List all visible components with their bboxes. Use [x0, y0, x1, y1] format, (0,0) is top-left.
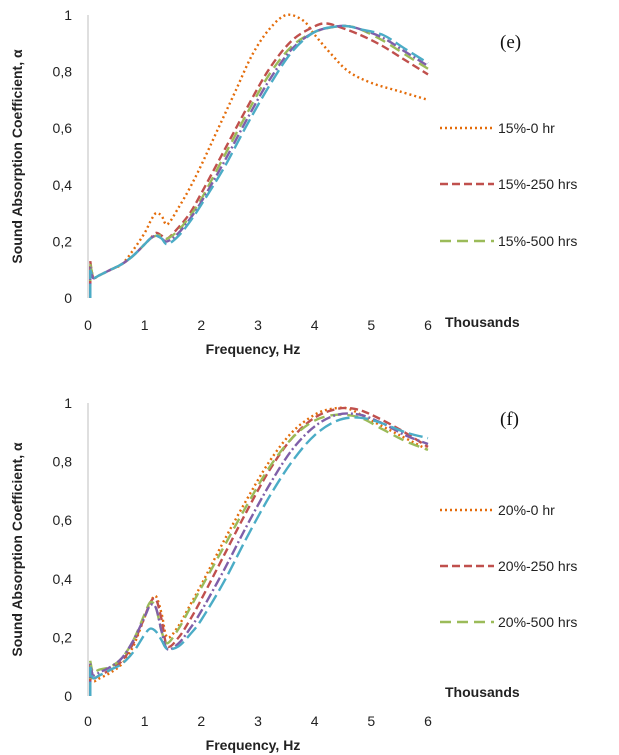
y-axis-title: Sound Absorption Coefficient, α	[9, 442, 25, 657]
x-tick-label: 1	[141, 713, 149, 729]
x-tick-label: 2	[197, 713, 205, 729]
series-line-15-0-hr	[89, 13, 429, 298]
series-line-20-500-hrs	[89, 413, 429, 696]
x-axis-title: Frequency, Hz	[206, 737, 301, 753]
series-line-20-0-hr	[89, 406, 429, 696]
legend-label: 15%-250 hrs	[498, 176, 577, 192]
y-tick-label: 0,4	[53, 177, 73, 193]
y-axis-title: Sound Absorption Coefficient, α	[9, 49, 25, 264]
x-tick-label: 4	[311, 317, 319, 333]
x-tick-label: 3	[254, 317, 262, 333]
x-tick-label: 6	[424, 317, 432, 333]
x-tick-label: 0	[84, 713, 92, 729]
y-tick-label: 0,4	[53, 571, 73, 587]
chart-panel-f: 0 0,2 0,4 0,6 0,8 1 0 1 2 3 4 5 6 Thousands Frequency,…	[9, 395, 577, 753]
chart-panel-e: 0 0,2 0,4 0,6 0,8 1 0 1 2 3 4 5 6 Thousands Frequency,…	[9, 7, 577, 357]
y-tick-label: 0,2	[53, 233, 73, 249]
x-tick-label: 1	[141, 317, 149, 333]
legend-label: 20%-500 hrs	[498, 614, 577, 630]
x-tick-label: 5	[367, 317, 375, 333]
series-line-20-250-hrs	[89, 406, 429, 696]
y-tick-label: 1	[64, 395, 72, 411]
x-tick-label: 5	[367, 713, 375, 729]
series-line-unlabeled-4	[89, 416, 429, 696]
legend-label: 15%-500 hrs	[498, 233, 577, 249]
y-tick-label: 0,6	[53, 120, 73, 136]
series-line-unlabeled-3	[89, 412, 429, 696]
y-tick-label: 1	[64, 7, 72, 23]
series-line-unlabeled-3	[89, 24, 429, 298]
series-line-15-250-hrs	[89, 22, 429, 298]
y-tick-label: 0,8	[53, 454, 73, 470]
legend-label: 20%-250 hrs	[498, 558, 577, 574]
series-line-unlabeled-4	[89, 24, 429, 298]
y-tick-label: 0,8	[53, 64, 73, 80]
x-tick-label: 0	[84, 317, 92, 333]
x-axis-title: Frequency, Hz	[206, 341, 301, 357]
x-units-label: Thousands	[445, 684, 520, 700]
x-tick-label: 6	[424, 713, 432, 729]
x-units-label: Thousands	[445, 314, 520, 330]
x-tick-label: 2	[197, 317, 205, 333]
y-tick-label: 0,2	[53, 629, 73, 645]
y-tick-label: 0	[64, 290, 72, 306]
series-line-15-500-hrs	[89, 24, 429, 298]
panel-label: (f)	[500, 409, 519, 430]
y-tick-label: 0	[64, 688, 72, 704]
panel-label: (e)	[500, 32, 521, 53]
legend-label: 20%-0 hr	[498, 502, 555, 518]
legend-label: 15%-0 hr	[498, 120, 555, 136]
x-tick-label: 4	[311, 713, 319, 729]
y-tick-label: 0,6	[53, 512, 73, 528]
x-tick-label: 3	[254, 713, 262, 729]
